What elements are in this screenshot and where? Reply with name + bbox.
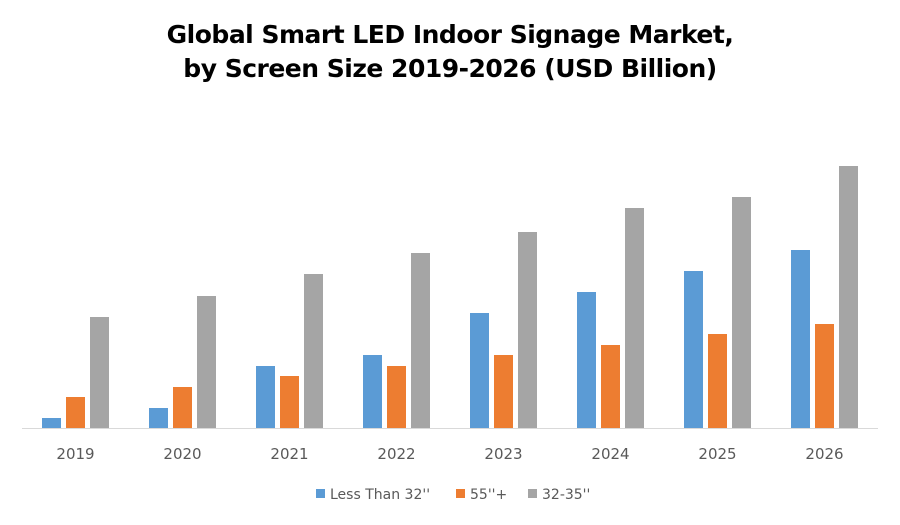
bar-2024-2 bbox=[625, 208, 644, 428]
legend-label-2: 32-35'' bbox=[542, 487, 590, 503]
legend-label-0: Less Than 32'' bbox=[330, 487, 430, 503]
x-tick-label: 2026 bbox=[805, 445, 843, 463]
bar-2023-1 bbox=[494, 355, 513, 428]
chart-subtitle: by Screen Size 2019-2026 (USD Billion) bbox=[183, 54, 717, 83]
bar-2022-1 bbox=[387, 366, 406, 428]
bar-2024-1 bbox=[601, 345, 620, 428]
bar-2019-1 bbox=[66, 397, 85, 428]
bar-2020-1 bbox=[173, 387, 192, 428]
x-tick-label: 2023 bbox=[484, 445, 522, 463]
legend-swatch-0 bbox=[316, 489, 325, 498]
legend-swatch-2 bbox=[528, 489, 537, 498]
bar-2026-0 bbox=[791, 250, 810, 428]
bar-2021-2 bbox=[304, 274, 323, 428]
x-tick-label: 2020 bbox=[163, 445, 201, 463]
legend-label-1: 55''+ bbox=[470, 487, 507, 503]
x-tick-label: 2019 bbox=[56, 445, 94, 463]
bar-2023-0 bbox=[470, 313, 489, 428]
x-tick-label: 2025 bbox=[698, 445, 736, 463]
bar-2021-1 bbox=[280, 376, 299, 428]
bar-2023-2 bbox=[518, 232, 537, 428]
bar-2020-2 bbox=[197, 296, 216, 428]
bar-2022-2 bbox=[411, 253, 430, 428]
bar-2026-1 bbox=[815, 324, 834, 428]
bar-2019-0 bbox=[42, 418, 61, 428]
chart-title: Global Smart LED Indoor Signage Market, bbox=[166, 20, 734, 49]
bar-2025-2 bbox=[732, 197, 751, 428]
bar-2025-0 bbox=[684, 271, 703, 428]
bar-2024-0 bbox=[577, 292, 596, 428]
x-tick-label: 2021 bbox=[270, 445, 308, 463]
bar-2019-2 bbox=[90, 317, 109, 428]
bar-2025-1 bbox=[708, 334, 727, 428]
x-tick-label: 2022 bbox=[377, 445, 415, 463]
legend-swatch-1 bbox=[456, 489, 465, 498]
bar-2026-2 bbox=[839, 166, 858, 428]
bar-2022-0 bbox=[363, 355, 382, 428]
bar-2021-0 bbox=[256, 366, 275, 428]
bar-2020-0 bbox=[149, 408, 168, 428]
x-tick-label: 2024 bbox=[591, 445, 629, 463]
